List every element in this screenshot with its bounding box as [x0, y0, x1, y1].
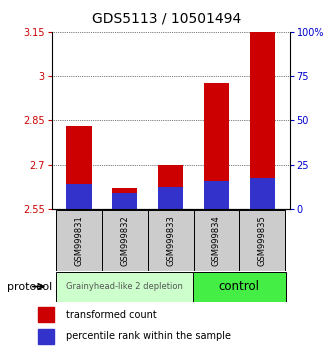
- Text: GSM999835: GSM999835: [258, 215, 267, 266]
- Bar: [239, 210, 285, 271]
- Bar: [204, 84, 229, 209]
- Bar: [112, 193, 138, 209]
- Bar: [56, 210, 102, 271]
- Bar: [193, 272, 286, 302]
- Text: transformed count: transformed count: [67, 310, 157, 320]
- Bar: [250, 11, 275, 209]
- Bar: [204, 181, 229, 209]
- Bar: [38, 307, 54, 322]
- Bar: [158, 165, 183, 209]
- Bar: [38, 329, 54, 343]
- Text: Grainyhead-like 2 depletion: Grainyhead-like 2 depletion: [67, 282, 183, 291]
- Text: percentile rank within the sample: percentile rank within the sample: [67, 331, 231, 341]
- Text: GSM999832: GSM999832: [120, 215, 130, 266]
- Text: GSM999831: GSM999831: [75, 215, 84, 266]
- Bar: [148, 210, 193, 271]
- Bar: [56, 272, 194, 302]
- Bar: [112, 188, 138, 209]
- Bar: [250, 178, 275, 209]
- Bar: [67, 126, 92, 209]
- Bar: [102, 210, 148, 271]
- Bar: [158, 187, 183, 209]
- Text: GSM999834: GSM999834: [212, 215, 221, 266]
- Bar: [67, 184, 92, 209]
- Text: control: control: [219, 280, 260, 293]
- Bar: [193, 210, 239, 271]
- Text: protocol: protocol: [7, 281, 52, 292]
- Text: GDS5113 / 10501494: GDS5113 / 10501494: [92, 11, 241, 25]
- Text: GSM999833: GSM999833: [166, 215, 175, 266]
